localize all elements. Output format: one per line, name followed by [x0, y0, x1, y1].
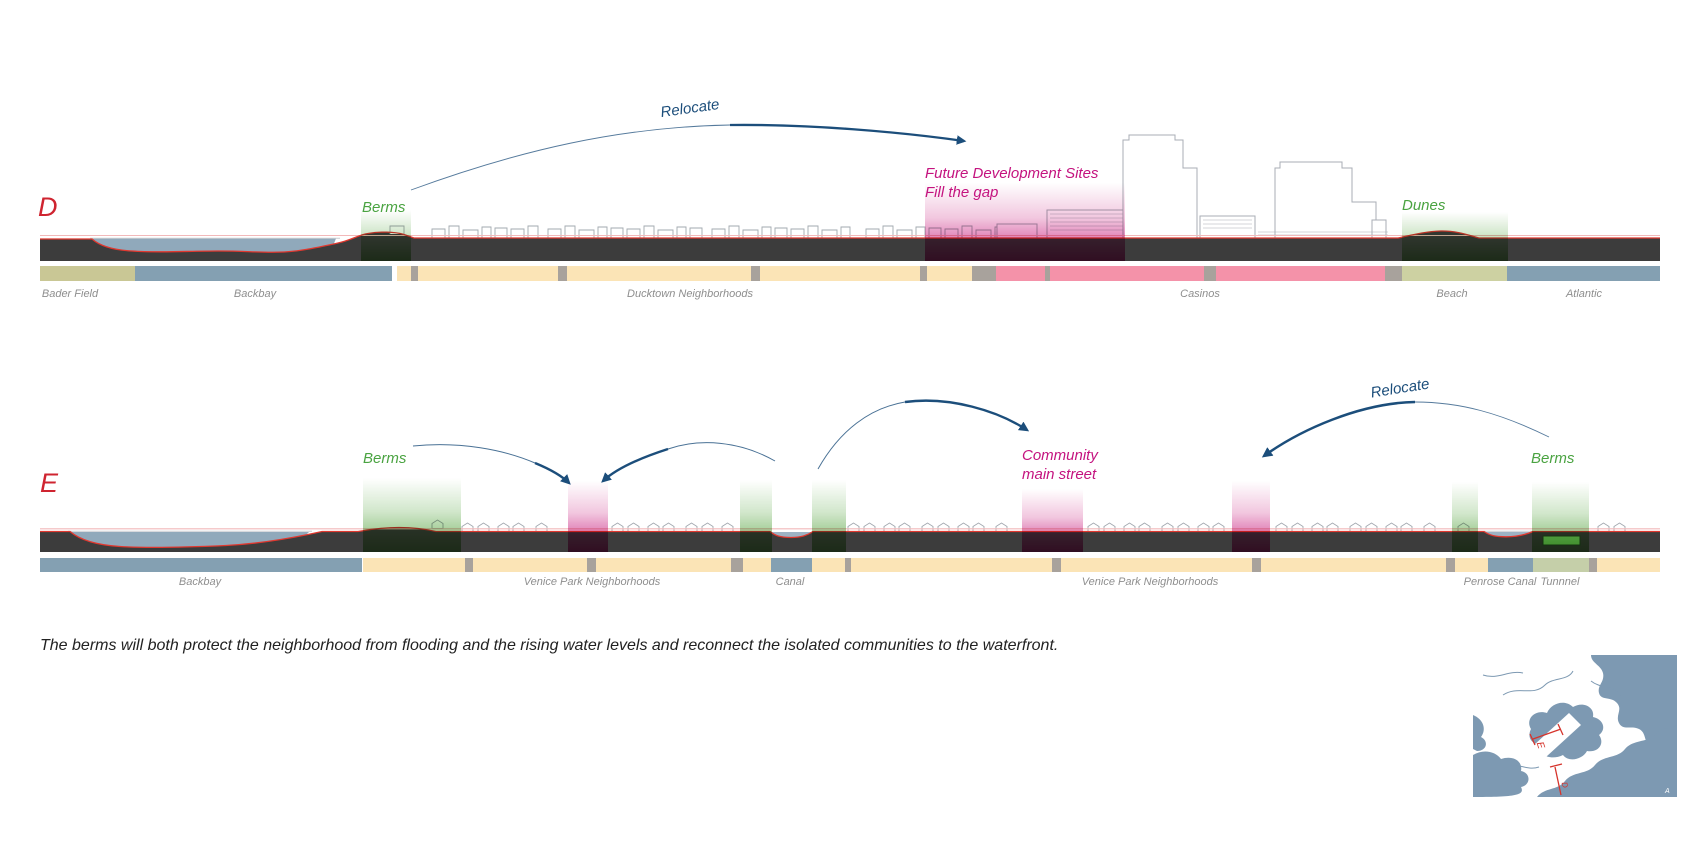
berms-label-e-left: Berms: [363, 450, 407, 467]
berms-label-e-right: Berms: [1531, 450, 1575, 467]
section-d-letter: D: [38, 192, 59, 222]
map-marker-d-label: D: [1560, 781, 1570, 789]
map-island-strip: [1523, 713, 1581, 767]
berm-arrow-e2-tail: [667, 442, 776, 462]
map-section-line-e: [1529, 723, 1564, 746]
community-arrow-e: [904, 399, 1030, 432]
berm-arrow-e2: [601, 447, 669, 483]
relocate-arrow-d-tail: [410, 124, 731, 191]
dunes-label-d: Dunes: [1402, 197, 1446, 214]
map-creeks: [1482, 670, 1622, 769]
relocate-arrow-d: [729, 123, 967, 145]
map-section-markers: [1529, 723, 1564, 796]
berms-label-d: Berms: [362, 199, 406, 216]
relocate-arrow-e-tail: [1414, 401, 1550, 438]
map-corner-label: A: [1664, 788, 1670, 795]
future-development-label: Future Development Sites Fill the gap: [925, 164, 1098, 202]
map-section-line-d: [1549, 763, 1563, 796]
caption-text: The berms will both protect the neighbor…: [40, 637, 1059, 654]
map-marker-e-label: E: [1534, 740, 1547, 750]
community-main-street-label: Community main street: [1022, 446, 1098, 484]
section-e-letter: E: [40, 468, 60, 498]
community-arrow-e-tail: [817, 401, 906, 470]
community-line2: main street: [1022, 466, 1097, 483]
location-map-inset: E D A: [1473, 655, 1677, 797]
berm-arrow-e1-tail: [412, 444, 536, 464]
relocate-arrow-e: [1261, 400, 1416, 458]
future-development-line1: Future Development Sites: [925, 165, 1099, 182]
community-line1: Community: [1022, 447, 1098, 464]
berm-arrow-e1: [534, 461, 571, 485]
future-development-line2: Fill the gap: [925, 184, 999, 201]
backbay-water-d: [92, 238, 336, 253]
